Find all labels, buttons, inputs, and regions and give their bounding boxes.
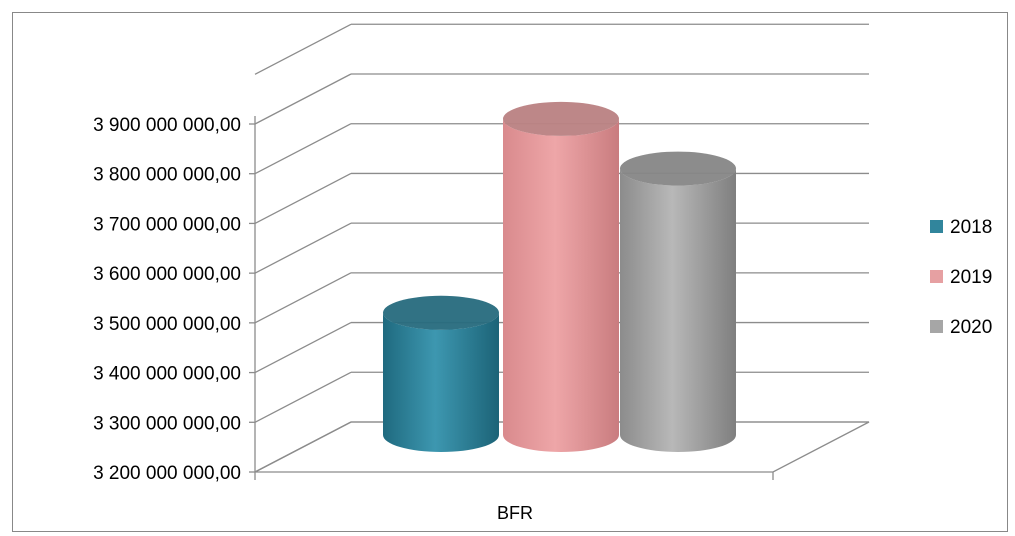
bar-body (383, 312, 499, 452)
y-tick-label: 3 700 000 000,00 (93, 214, 241, 235)
bar-body (620, 168, 736, 452)
y-tick-label: 3 200 000 000,00 (93, 463, 241, 484)
legend-label-2020: 2020 (950, 317, 992, 338)
bar-top (503, 101, 619, 136)
y-tick-label: 3 500 000 000,00 (93, 314, 241, 335)
bar-top (383, 295, 499, 330)
legend-swatch-2018 (930, 220, 943, 233)
legend-label-2018: 2018 (950, 217, 992, 238)
bar-top-shade (503, 101, 619, 136)
floor (254, 421, 870, 473)
side-wall-gridline (254, 321, 352, 374)
bar-2020 (620, 151, 736, 452)
legend-swatch-2019 (930, 270, 943, 283)
side-wall-gridline (254, 371, 352, 423)
y-tick-label: 3 400 000 000,00 (93, 364, 241, 385)
side-wall-gridline (254, 23, 352, 75)
y-tick-label: 3 800 000 000,00 (93, 165, 241, 186)
bar-top-shade (620, 151, 736, 186)
side-wall-gridline (254, 172, 352, 225)
bar-top (620, 151, 736, 186)
side-wall-gridline (254, 123, 352, 175)
side-wall-gridline (254, 73, 352, 125)
bars (383, 101, 736, 452)
bar-2018 (383, 295, 499, 452)
y-tick-label: 3 900 000 000,00 (93, 115, 241, 136)
y-tick-label: 3 600 000 000,00 (93, 264, 241, 285)
legend: 2018 2019 2020 (930, 217, 992, 338)
bar-top-shade (383, 295, 499, 330)
bar-2019 (503, 101, 619, 452)
bar-body (503, 118, 619, 452)
side-wall-gridline (254, 272, 352, 324)
category-label: BFR (497, 503, 533, 523)
y-tick-label: 3 300 000 000,00 (93, 413, 241, 434)
legend-label-2019: 2019 (950, 267, 992, 288)
side-wall-gridline (254, 222, 352, 274)
y-axis: 3 200 000 000,00 3 300 000 000,00 3 400 00… (93, 115, 774, 484)
legend-swatch-2020 (930, 320, 943, 333)
